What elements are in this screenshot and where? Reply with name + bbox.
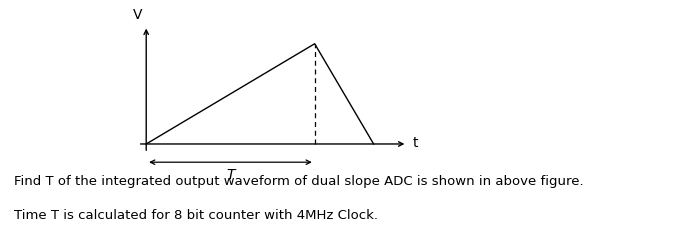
Text: Find T of the integrated output waveform of dual slope ADC is shown in above fig: Find T of the integrated output waveform… [14,175,584,188]
Text: Time T is calculated for 8 bit counter with 4MHz Clock.: Time T is calculated for 8 bit counter w… [14,209,378,222]
Text: V: V [133,8,143,22]
Text: T: T [226,168,234,182]
Text: t: t [412,136,418,150]
